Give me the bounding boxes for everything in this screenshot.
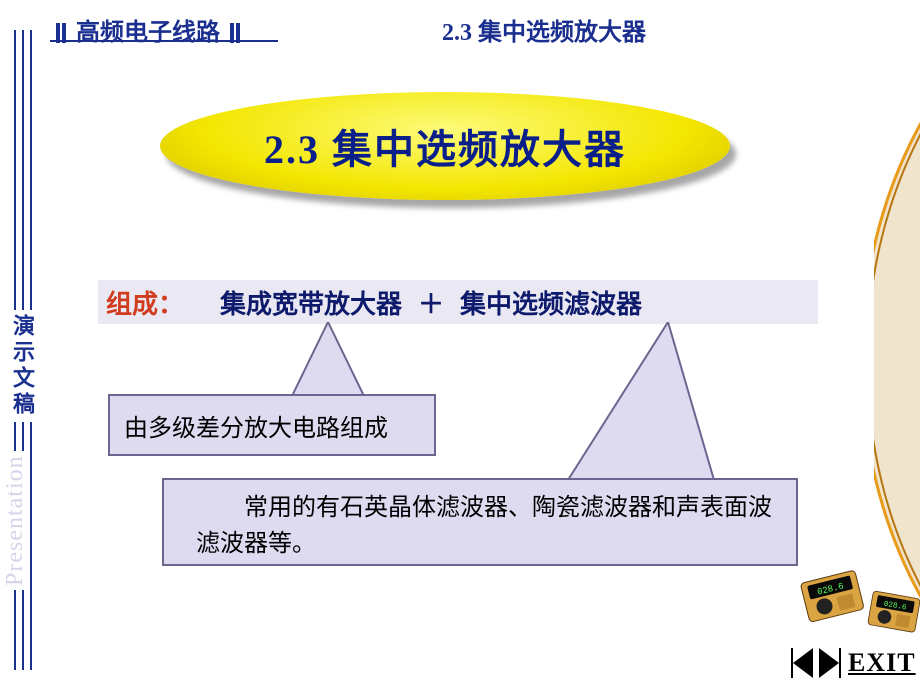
callout-filter-text: 常用的有石英晶体滤波器、陶瓷滤波器和声表面波滤波器等。 bbox=[196, 495, 772, 557]
sidebar-vertical-cn: 演示文稿 bbox=[6, 310, 38, 422]
slide-title-oval: 2.3 集中选频放大器 bbox=[160, 92, 730, 200]
multimeter-icon: 028.6 bbox=[864, 585, 920, 637]
next-button[interactable] bbox=[816, 645, 844, 681]
callout1-pointer bbox=[292, 322, 382, 398]
course-title-text: 高频电子线路 bbox=[76, 20, 220, 46]
slide-header: 高频电子线路 2.3 集中选频放大器 bbox=[52, 12, 916, 42]
composition-part1: 集成宽带放大器 bbox=[220, 284, 402, 321]
composition-part2: 集中选频滤波器 bbox=[460, 284, 642, 321]
callout-amplifier-text: 由多级差分放大电路组成 bbox=[124, 408, 388, 443]
rule-mark-left bbox=[52, 21, 70, 48]
rule-mark-right bbox=[226, 21, 244, 48]
composition-row: 组成： 集成宽带放大器 ＋ 集中选频滤波器 bbox=[98, 280, 818, 324]
header-underline bbox=[50, 40, 278, 42]
composition-label: 组成： bbox=[106, 284, 184, 321]
exit-button[interactable]: EXIT bbox=[848, 648, 916, 678]
callout2-pointer bbox=[568, 322, 728, 482]
section-label: 2.3 集中选频放大器 bbox=[442, 12, 646, 47]
course-title: 高频电子线路 bbox=[52, 12, 244, 48]
nav-controls: EXIT bbox=[788, 640, 918, 686]
slide-title-text: 2.3 集中选频放大器 bbox=[264, 117, 626, 175]
composition-plus: ＋ bbox=[418, 284, 444, 321]
sidebar-vertical-en: Presentation bbox=[2, 451, 29, 590]
prev-button[interactable] bbox=[788, 645, 816, 681]
left-rail: 演示文稿 Presentation bbox=[0, 0, 44, 690]
callout-filter: 常用的有石英晶体滤波器、陶瓷滤波器和声表面波滤波器等。 bbox=[162, 478, 798, 566]
multimeter-icon: 028.6 bbox=[795, 563, 871, 627]
callout-amplifier: 由多级差分放大电路组成 bbox=[108, 394, 436, 456]
